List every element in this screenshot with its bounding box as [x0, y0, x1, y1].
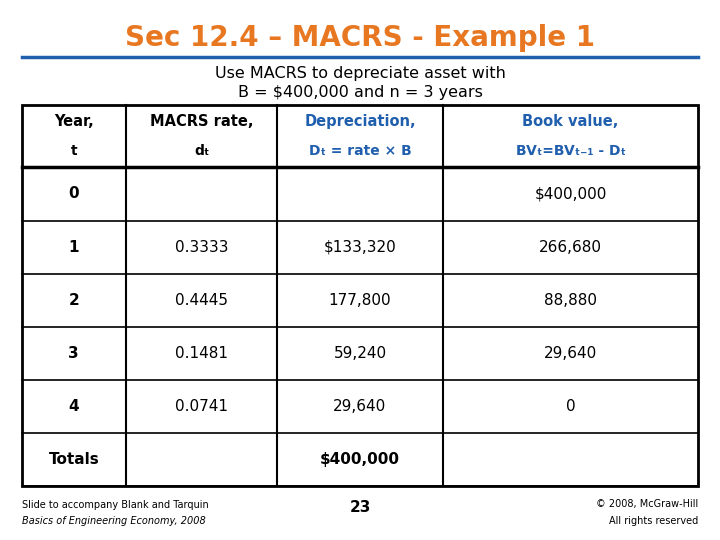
Text: 3: 3	[68, 346, 79, 361]
Text: 23: 23	[349, 500, 371, 515]
Text: 4: 4	[68, 399, 79, 414]
Text: 59,240: 59,240	[333, 346, 387, 361]
Text: 0.3333: 0.3333	[175, 240, 228, 254]
Text: B = $400,000 and n = 3 years: B = $400,000 and n = 3 years	[238, 85, 482, 100]
Text: Sec 12.4 – MACRS - Example 1: Sec 12.4 – MACRS - Example 1	[125, 24, 595, 52]
Text: 88,880: 88,880	[544, 293, 597, 308]
Text: 29,640: 29,640	[333, 399, 387, 414]
Bar	[22, 105, 698, 486]
Text: dₜ: dₜ	[194, 145, 210, 158]
Text: 0: 0	[68, 186, 79, 201]
Text: 0.1481: 0.1481	[175, 346, 228, 361]
Text: 29,640: 29,640	[544, 346, 597, 361]
Text: 266,680: 266,680	[539, 240, 602, 254]
Text: 0.0741: 0.0741	[175, 399, 228, 414]
Text: Depreciation,: Depreciation,	[304, 114, 416, 129]
Text: $400,000: $400,000	[534, 186, 607, 201]
Text: Basics of Engineering Economy, 2008: Basics of Engineering Economy, 2008	[22, 516, 205, 526]
Text: © 2008, McGraw-Hill: © 2008, McGraw-Hill	[596, 500, 698, 510]
Text: Use MACRS to depreciate asset with: Use MACRS to depreciate asset with	[215, 66, 505, 81]
Text: Book value,: Book value,	[523, 114, 618, 129]
Text: $133,320: $133,320	[323, 240, 397, 254]
Text: Totals: Totals	[48, 452, 99, 467]
Text: All rights reserved: All rights reserved	[609, 516, 698, 526]
Text: t: t	[71, 145, 77, 158]
Text: 177,800: 177,800	[329, 293, 391, 308]
Text: MACRS rate,: MACRS rate,	[150, 114, 253, 129]
Text: Dₜ = rate × B: Dₜ = rate × B	[309, 145, 411, 158]
Text: 1: 1	[68, 240, 79, 254]
Text: $400,000: $400,000	[320, 452, 400, 467]
Text: 0: 0	[566, 399, 575, 414]
Text: 2: 2	[68, 293, 79, 308]
Text: BVₜ=BVₜ₋₁ - Dₜ: BVₜ=BVₜ₋₁ - Dₜ	[516, 145, 626, 158]
Text: 0.4445: 0.4445	[175, 293, 228, 308]
Text: Year,: Year,	[54, 114, 94, 129]
Text: Slide to accompany Blank and Tarquin: Slide to accompany Blank and Tarquin	[22, 500, 208, 510]
